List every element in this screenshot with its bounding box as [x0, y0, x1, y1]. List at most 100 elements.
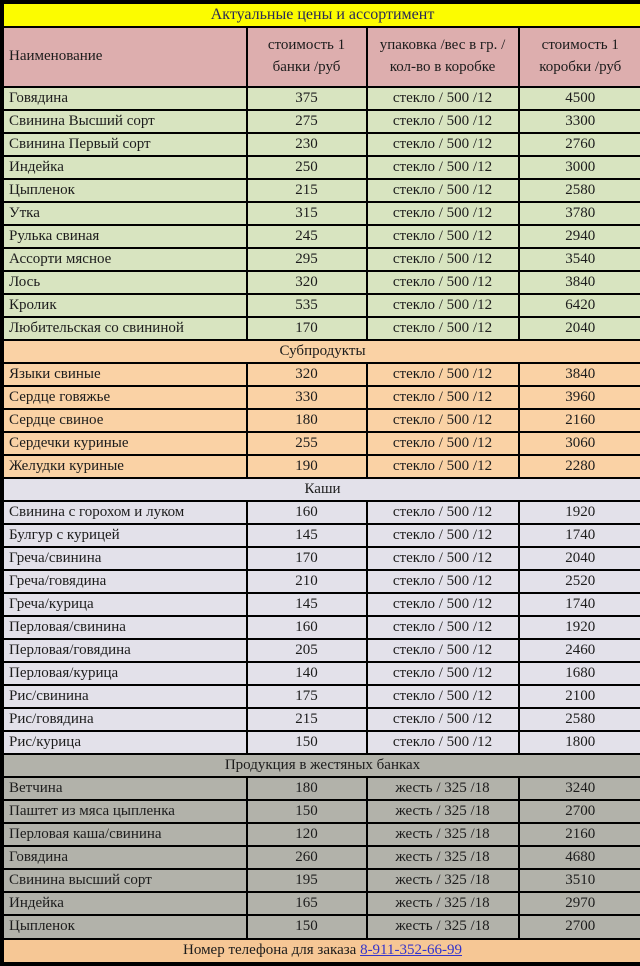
table-row: Желудки куриные 190 стекло / 500 /12 228… [1, 453, 640, 479]
product-name: Сердце говяжье [1, 384, 248, 410]
table-row: Лось 320 стекло / 500 /12 3840 [1, 269, 640, 295]
footer-row: Номер телефона для заказа 8-911-352-66-9… [1, 937, 640, 965]
table-row: Перловая каша/свинина 120 жесть / 325 /1… [1, 821, 640, 848]
table-row: Ветчина 180 жесть / 325 /18 3240 [1, 775, 640, 801]
jar-price-value: 320 [245, 361, 368, 387]
jar-price-value: 230 [245, 131, 368, 157]
packaging-value: стекло / 500 /12 [365, 246, 520, 272]
jar-price-value: 175 [245, 683, 368, 709]
table-row: Индейка 165 жесть / 325 /18 2970 [1, 891, 640, 917]
jar-price-value: 320 [245, 269, 368, 295]
jar-price-value: 150 [245, 729, 368, 755]
product-name: Перловая каша/свинина [1, 821, 248, 848]
product-name: Рис/говядина [1, 706, 248, 732]
table-row: Греча/курица 145 стекло / 500 /12 1740 [1, 591, 640, 617]
product-name: Цыпленок [1, 914, 248, 940]
product-name: Цыпленок [1, 177, 248, 203]
phone-link[interactable]: 8-911-352-66-99 [360, 942, 462, 959]
table-row: Языки свиные 320 стекло / 500 /12 3840 [1, 361, 640, 387]
table-row: Рулька свиная 245 стекло / 500 /12 2940 [1, 223, 640, 249]
box-price-value: 6420 [517, 292, 640, 318]
table-row: Булгур с курицей 145 стекло / 500 /12 17… [1, 522, 640, 548]
packaging-value: жесть / 325 /18 [365, 845, 520, 871]
table-row: Сердечки куриные 255 стекло / 500 /12 30… [1, 430, 640, 456]
packaging-value: стекло / 500 /12 [365, 591, 520, 617]
product-name: Свинина Первый сорт [1, 131, 248, 157]
table-row: Свинина с горохом и луком 160 стекло / 5… [1, 499, 640, 525]
box-price-value: 3000 [517, 154, 640, 180]
jar-price-value: 535 [245, 292, 368, 318]
jar-price-value: 140 [245, 660, 368, 686]
box-price-value: 3300 [517, 108, 640, 134]
packaging-value: стекло / 500 /12 [365, 729, 520, 755]
box-price-value: 1740 [517, 591, 640, 617]
table-row: Утка 315 стекло / 500 /12 3780 [1, 200, 640, 226]
packaging-value: стекло / 500 /12 [365, 683, 520, 709]
jar-price-value: 120 [245, 821, 368, 848]
product-name: Говядина [1, 85, 248, 111]
box-price-value: 1800 [517, 729, 640, 755]
table-row: Говядина 260 жесть / 325 /18 4680 [1, 845, 640, 871]
section-header-row: Продукция в жестяных банках [1, 752, 640, 778]
jar-price-value: 145 [245, 522, 368, 548]
box-price-value: 3540 [517, 246, 640, 272]
product-name: Свинина высший сорт [1, 868, 248, 894]
box-price-value: 2040 [517, 315, 640, 341]
box-price-value: 3960 [517, 384, 640, 410]
box-price-value: 1920 [517, 614, 640, 640]
jar-price-value: 275 [245, 108, 368, 134]
packaging-value: стекло / 500 /12 [365, 660, 520, 686]
product-name: Перловая/курица [1, 660, 248, 686]
column-header-name: Наименование [1, 25, 248, 88]
jar-price-value: 170 [245, 545, 368, 571]
table-row: Греча/свинина 170 стекло / 500 /12 2040 [1, 545, 640, 571]
box-price-value: 3510 [517, 868, 640, 894]
product-name: Перловая/говядина [1, 637, 248, 663]
product-name: Любительская со свининой [1, 315, 248, 341]
product-name: Ветчина [1, 775, 248, 801]
packaging-value: стекло / 500 /12 [365, 614, 520, 640]
table-row: Цыпленок 150 жесть / 325 /18 2700 [1, 914, 640, 940]
box-price-value: 2160 [517, 821, 640, 848]
product-name: Лось [1, 269, 248, 295]
packaging-value: жесть / 325 /18 [365, 798, 520, 825]
product-name: Греча/говядина [1, 568, 248, 594]
table-row: Перловая/курица 140 стекло / 500 /12 168… [1, 660, 640, 686]
footer-label: Номер телефона для заказа [183, 942, 361, 959]
packaging-value: стекло / 500 /12 [365, 85, 520, 111]
jar-price-value: 180 [245, 775, 368, 801]
product-name: Индейка [1, 154, 248, 180]
column-header-row: Наименование стоимость 1 банки /руб упак… [1, 25, 640, 88]
packaging-value: стекло / 500 /12 [365, 154, 520, 180]
section-header-label: Каши [1, 476, 640, 502]
packaging-value: жесть / 325 /18 [365, 914, 520, 940]
table-row: Индейка 250 стекло / 500 /12 3000 [1, 154, 640, 180]
box-price-value: 2580 [517, 177, 640, 203]
table-row: Свинина высший сорт 195 жесть / 325 /18 … [1, 868, 640, 894]
product-name: Говядина [1, 845, 248, 871]
box-price-value: 2580 [517, 706, 640, 732]
packaging-value: стекло / 500 /12 [365, 269, 520, 295]
table-row: Рис/говядина 215 стекло / 500 /12 2580 [1, 706, 640, 732]
footer-cell: Номер телефона для заказа 8-911-352-66-9… [1, 937, 640, 965]
jar-price-value: 150 [245, 914, 368, 940]
section-header-label: Продукция в жестяных банках [1, 752, 640, 778]
product-name: Индейка [1, 891, 248, 917]
box-price-value: 2280 [517, 453, 640, 479]
box-price-value: 3780 [517, 200, 640, 226]
jar-price-value: 250 [245, 154, 368, 180]
packaging-value: стекло / 500 /12 [365, 430, 520, 456]
column-header-jar-price: стоимость 1 банки /руб [245, 25, 368, 88]
packaging-value: стекло / 500 /12 [365, 568, 520, 594]
packaging-value: стекло / 500 /12 [365, 637, 520, 663]
product-name: Свинина с горохом и луком [1, 499, 248, 525]
product-name: Перловая/свинина [1, 614, 248, 640]
product-name: Греча/свинина [1, 545, 248, 571]
table-row: Сердце говяжье 330 стекло / 500 /12 3960 [1, 384, 640, 410]
box-price-value: 2970 [517, 891, 640, 917]
packaging-value: стекло / 500 /12 [365, 384, 520, 410]
product-name: Языки свиные [1, 361, 248, 387]
table-row: Паштет из мяса цыпленка 150 жесть / 325 … [1, 798, 640, 825]
product-name: Греча/курица [1, 591, 248, 617]
